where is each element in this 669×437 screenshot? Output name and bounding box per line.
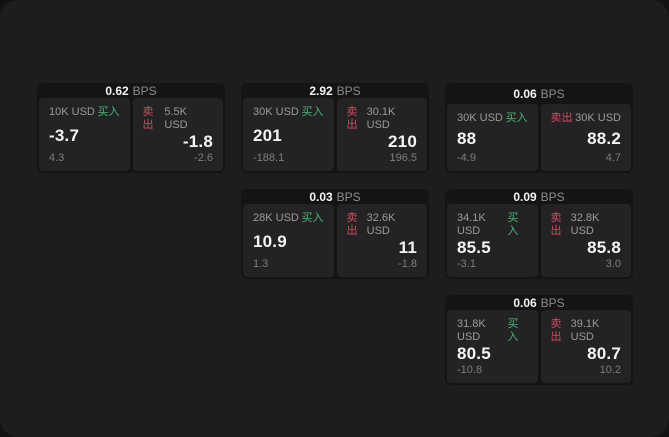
spread-unit: BPS	[540, 189, 565, 204]
spread-header: 0.09 BPS	[445, 189, 633, 204]
spread-unit: BPS	[132, 83, 157, 98]
sell-price: -1.8	[182, 132, 213, 151]
spread-value: 0.03	[309, 189, 333, 204]
sell-amount: 32.8K USD	[570, 212, 600, 237]
spread-card: 2.92 BPS 30K USD 买入 201 -188.1 卖出 30.1K …	[241, 83, 429, 173]
sell-delta: 196.5	[389, 152, 417, 164]
buy-delta: -10.8	[457, 364, 483, 376]
buy-amount: 30K USD	[457, 112, 503, 124]
sell-panel[interactable]: 卖出 30.1K USD 210 196.5	[336, 98, 427, 171]
quote-panels: 10K USD 买入 -3.7 4.3 卖出 5.5K USD -1.8 -2.…	[37, 98, 225, 173]
buy-price: -3.7	[49, 125, 80, 145]
buy-price: 85.5	[457, 238, 491, 257]
sell-amount: 30K USD	[575, 112, 621, 124]
spread-unit: BPS	[540, 295, 565, 310]
buy-price: 88	[457, 128, 477, 148]
buy-side-label: 买入	[301, 106, 324, 118]
buy-side-label: 买入	[507, 318, 519, 343]
buy-delta: -188.1	[253, 152, 285, 164]
quote-panels: 31.8K USD 买入 80.5 -10.8 卖出 39.1K USD 80.…	[445, 310, 633, 385]
quote-panels: 30K USD 买入 201 -188.1 卖出 30.1K USD 210 1…	[241, 98, 429, 173]
buy-panel[interactable]: 31.8K USD 买入 80.5 -10.8	[447, 310, 538, 383]
sell-price: 210	[388, 132, 417, 151]
buy-amount: 34.1K USD	[457, 212, 486, 237]
buy-delta: -3.1	[457, 258, 476, 270]
spread-card: 0.03 BPS 28K USD 买入 10.9 1.3 卖出 32.6K US…	[241, 189, 429, 279]
spread-header: 0.03 BPS	[241, 189, 429, 204]
buy-delta: 1.3	[253, 258, 269, 270]
sell-panel[interactable]: 卖出 30K USD 88.2 4.7	[540, 104, 631, 171]
quote-panels: 30K USD 买入 88 -4.9 卖出 30K USD 88.2 4.7	[445, 104, 633, 173]
buy-amount: 30K USD	[253, 106, 299, 118]
buy-amount: 10K USD	[49, 106, 95, 118]
quote-panels: 28K USD 买入 10.9 1.3 卖出 32.6K USD 11 -1.8	[241, 204, 429, 279]
buy-amount: 31.8K USD	[457, 318, 486, 343]
buy-delta: -4.9	[457, 152, 476, 164]
spread-header: 0.06 BPS	[445, 83, 633, 104]
spread-unit: BPS	[336, 189, 361, 204]
spread-value: 0.06	[513, 86, 537, 101]
sell-price: 85.8	[587, 238, 621, 257]
sell-amount: 32.6K USD	[366, 212, 396, 237]
spread-header: 2.92 BPS	[241, 83, 429, 98]
spread-unit: BPS	[540, 86, 565, 101]
sell-side-label: 卖出	[550, 212, 562, 237]
buy-price: 201	[253, 125, 282, 145]
spread-unit: BPS	[336, 83, 361, 98]
spread-value: 0.06	[513, 295, 537, 310]
buy-panel[interactable]: 34.1K USD 买入 85.5 -3.1	[447, 204, 538, 277]
quote-panels: 34.1K USD 买入 85.5 -3.1 卖出 32.8K USD 85.8…	[445, 204, 633, 279]
sell-side-label: 卖出	[346, 106, 358, 131]
sell-panel[interactable]: 卖出 39.1K USD 80.7 10.2	[540, 310, 631, 383]
sell-price: 88.2	[587, 128, 621, 148]
spread-card: 0.06 BPS 30K USD 买入 88 -4.9 卖出 30K USD	[445, 83, 633, 173]
spread-header: 0.06 BPS	[445, 295, 633, 310]
sell-amount: 30.1K USD	[366, 106, 396, 131]
spread-value: 0.09	[513, 189, 537, 204]
buy-panel[interactable]: 30K USD 买入 88 -4.9	[447, 104, 538, 171]
sell-panel[interactable]: 卖出 32.6K USD 11 -1.8	[336, 204, 427, 277]
buy-price: 80.5	[457, 344, 491, 363]
buy-side-label: 买入	[301, 212, 324, 224]
sell-amount: 39.1K USD	[570, 318, 600, 343]
spread-card: 0.62 BPS 10K USD 买入 -3.7 4.3 卖出 5.5K USD	[37, 83, 225, 173]
buy-delta: 4.3	[49, 152, 65, 164]
sell-delta: 3.0	[605, 258, 621, 270]
spread-value: 0.62	[105, 83, 129, 98]
sell-delta: 4.7	[605, 152, 621, 164]
buy-side-label: 买入	[505, 112, 528, 124]
buy-side-label: 买入	[97, 106, 120, 118]
sell-price: 80.7	[587, 344, 621, 363]
sell-amount: 5.5K USD	[164, 106, 188, 131]
sell-panel[interactable]: 卖出 32.8K USD 85.8 3.0	[540, 204, 631, 277]
spread-card: 0.06 BPS 31.8K USD 买入 80.5 -10.8 卖出 39.1…	[445, 295, 633, 385]
sell-delta: 10.2	[599, 364, 621, 376]
sell-side-label: 卖出	[550, 112, 573, 124]
buy-panel[interactable]: 10K USD 买入 -3.7 4.3	[39, 98, 130, 171]
spread-card: 0.09 BPS 34.1K USD 买入 85.5 -3.1 卖出 32.8K…	[445, 189, 633, 279]
spread-value: 2.92	[309, 83, 333, 98]
sell-delta: -2.6	[194, 152, 213, 164]
sell-delta: -1.8	[398, 258, 417, 270]
sell-panel[interactable]: 卖出 5.5K USD -1.8 -2.6	[132, 98, 223, 171]
sell-side-label: 卖出	[346, 212, 358, 237]
sell-side-label: 卖出	[550, 318, 562, 343]
buy-side-label: 买入	[507, 212, 519, 237]
buy-panel[interactable]: 30K USD 买入 201 -188.1	[243, 98, 334, 171]
quote-cards-grid: 0.62 BPS 10K USD 买入 -3.7 4.3 卖出 5.5K USD	[37, 83, 633, 385]
buy-amount: 28K USD	[253, 212, 299, 224]
buy-price: 10.9	[253, 231, 287, 251]
spread-header: 0.62 BPS	[37, 83, 225, 98]
sell-side-label: 卖出	[142, 106, 154, 131]
sell-price: 11	[398, 238, 417, 257]
buy-panel[interactable]: 28K USD 买入 10.9 1.3	[243, 204, 334, 277]
